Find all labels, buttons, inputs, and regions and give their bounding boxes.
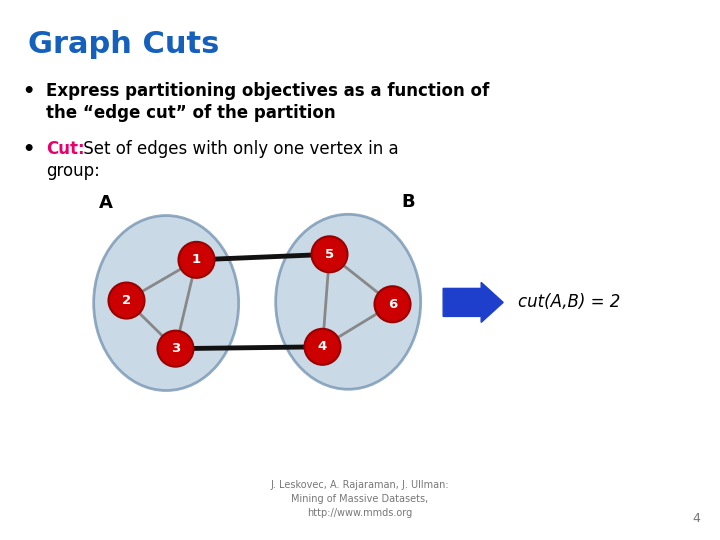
Circle shape [374,286,410,322]
Circle shape [109,282,145,319]
Text: 2: 2 [122,294,131,307]
Ellipse shape [276,214,420,389]
Text: Cut:: Cut: [46,140,85,158]
Text: group:: group: [46,162,100,180]
Text: Set of edges with only one vertex in a: Set of edges with only one vertex in a [78,140,399,158]
Text: 3: 3 [171,342,180,355]
FancyArrow shape [444,282,503,322]
Text: •: • [22,82,35,101]
Text: 4: 4 [318,340,327,353]
Text: 6: 6 [388,298,397,310]
Circle shape [305,329,341,365]
Text: A: A [99,194,113,212]
Text: J. Leskovec, A. Rajaraman, J. Ullman:
Mining of Massive Datasets,
http://www.mmd: J. Leskovec, A. Rajaraman, J. Ullman: Mi… [271,480,449,518]
Circle shape [179,242,215,278]
Text: 4: 4 [692,512,700,525]
Text: B: B [401,193,415,211]
Text: Graph Cuts: Graph Cuts [28,30,220,59]
Text: cut(A,B) = 2: cut(A,B) = 2 [518,293,621,312]
Ellipse shape [94,215,238,390]
Text: the “edge cut” of the partition: the “edge cut” of the partition [46,104,336,122]
Text: Express partitioning objectives as a function of: Express partitioning objectives as a fun… [46,82,490,100]
Text: 5: 5 [325,248,334,261]
Text: •: • [22,140,35,159]
Circle shape [312,237,348,272]
Text: 1: 1 [192,253,201,266]
Circle shape [158,330,194,367]
